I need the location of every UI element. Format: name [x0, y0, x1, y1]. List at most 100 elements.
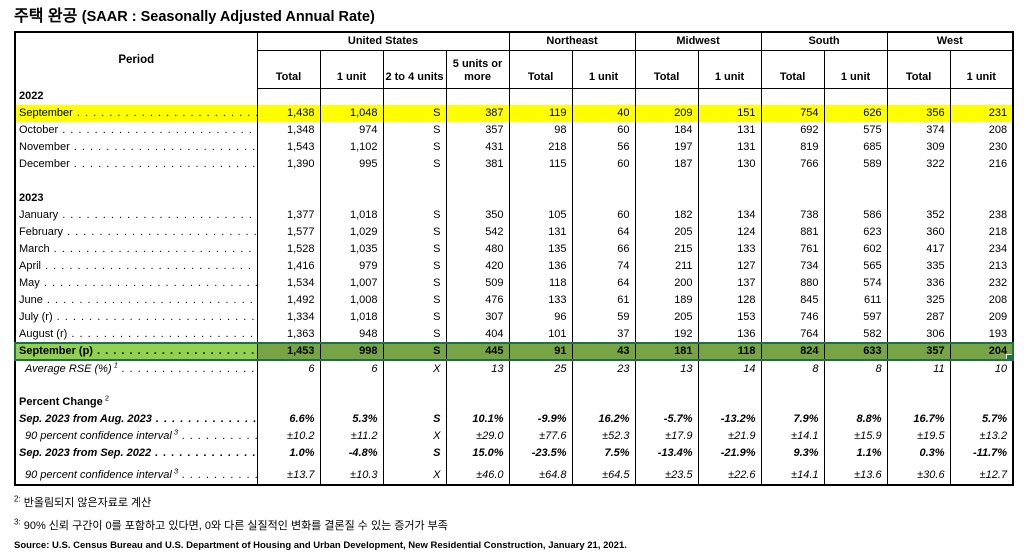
value-cell: 74: [571, 258, 636, 275]
value-cell: 60: [571, 122, 636, 139]
value-cell: 215: [634, 241, 699, 258]
sub-header-1-unit: 1 unit: [319, 50, 384, 89]
value-cell: 6: [256, 360, 320, 377]
value-cell: [949, 88, 1014, 105]
period-cell: August (r) . . . . . . . . . . . . . . .…: [15, 326, 258, 343]
value-cell[interactable]: 633: [823, 342, 888, 361]
value-cell: S: [382, 292, 446, 309]
value-cell: 1,492: [256, 292, 320, 309]
value-cell: 1,334: [256, 309, 320, 326]
value-cell[interactable]: 43: [571, 342, 636, 361]
table-row-january: January . . . . . . . . . . . . . . . . …: [15, 207, 1014, 224]
value-cell: [760, 190, 825, 207]
title-korean: 주택 완공: [14, 8, 78, 25]
value-cell: 136: [697, 326, 762, 343]
value-cell: -13.4%: [634, 445, 699, 462]
value-cell: 611: [823, 292, 888, 309]
value-cell: X: [382, 428, 446, 445]
value-cell: 1,007: [319, 275, 383, 292]
value-cell: [382, 173, 446, 190]
value-cell: [949, 173, 1014, 190]
value-cell: 374: [886, 122, 951, 139]
value-cell[interactable]: 204: [949, 342, 1015, 361]
value-cell: 1.1%: [823, 445, 888, 462]
value-cell: X: [382, 360, 446, 377]
value-cell: -5.7%: [634, 411, 699, 428]
value-cell: [382, 190, 446, 207]
value-cell[interactable]: 357: [886, 342, 951, 361]
value-cell[interactable]: 445: [445, 342, 510, 361]
sub-header-2-to-4-units: 2 to 4 units: [382, 50, 447, 89]
value-cell: [760, 377, 825, 394]
value-cell[interactable]: 118: [697, 342, 762, 361]
value-cell: 575: [823, 122, 888, 139]
value-cell: 1,348: [256, 122, 320, 139]
period-label: Sep. 2023 from Aug. 2023: [19, 413, 152, 426]
period-cell: April . . . . . . . . . . . . . . . . . …: [15, 258, 258, 275]
value-cell: [508, 173, 573, 190]
value-cell: [445, 190, 510, 207]
value-cell: 187: [634, 156, 699, 173]
table-header: Period United States Northeast Midwest Sout…: [15, 32, 1014, 89]
value-cell: 16.2%: [571, 411, 636, 428]
footnote-2-marker: 2:: [14, 494, 21, 504]
value-cell: 8: [823, 360, 888, 377]
value-cell[interactable]: 998: [319, 342, 383, 361]
value-cell: 352: [886, 207, 951, 224]
value-cell: 356: [886, 105, 951, 122]
period-cell: Average RSE (%) 1 . . . . . . . . . . . …: [15, 360, 258, 377]
value-cell: 189: [634, 292, 699, 309]
value-cell[interactable]: 91: [508, 342, 573, 361]
value-cell: 66: [571, 241, 636, 258]
value-cell[interactable]: 181: [634, 342, 699, 361]
sub-header-1-unit: 1 unit: [949, 50, 1014, 89]
value-cell: 322: [886, 156, 951, 173]
dot-leader: . . . . . . . . . . . . . . . . . . . . …: [67, 226, 256, 239]
value-cell: S: [382, 411, 446, 428]
group-header-united-states: United States: [256, 32, 510, 51]
value-cell: 325: [886, 292, 951, 309]
value-cell: [319, 88, 383, 105]
value-cell: 1,102: [319, 139, 383, 156]
period-cell[interactable]: September (p) . . . . . . . . . . . . . …: [14, 342, 258, 361]
value-cell: 205: [634, 309, 699, 326]
value-cell: 60: [571, 156, 636, 173]
value-cell: [760, 394, 825, 411]
value-cell: 1,018: [319, 309, 383, 326]
value-cell: 118: [508, 275, 573, 292]
value-cell: 738: [760, 207, 825, 224]
value-cell: 431: [445, 139, 510, 156]
period-label: May: [19, 277, 40, 290]
group-header-west: West: [886, 32, 1014, 51]
dot-leader: . . . . . . . . . . . . . . . . . . . . …: [182, 468, 256, 481]
value-cell: [886, 394, 951, 411]
table-body: 2022 September . . . . . . . . . . . . . …: [14, 88, 1015, 485]
value-cell: 1,416: [256, 258, 320, 275]
value-cell[interactable]: 824: [760, 342, 825, 361]
value-cell: [949, 190, 1014, 207]
value-cell: [571, 377, 636, 394]
value-cell: [319, 190, 383, 207]
value-cell: 205: [634, 224, 699, 241]
value-cell: 230: [949, 139, 1014, 156]
value-cell: 153: [697, 309, 762, 326]
selection-fill-handle[interactable]: [1006, 354, 1012, 358]
table-row-90-percent-confidence-interval: 90 percent confidence interval 3 . . . .…: [15, 462, 1014, 485]
value-cell: S: [382, 139, 446, 156]
value-cell: 307: [445, 309, 510, 326]
value-cell: 59: [571, 309, 636, 326]
value-cell: [886, 377, 951, 394]
value-cell: 309: [886, 139, 951, 156]
value-cell: 1,048: [319, 105, 383, 122]
value-cell: [886, 173, 951, 190]
value-cell: -21.9%: [697, 445, 762, 462]
value-cell: -9.9%: [508, 411, 573, 428]
value-cell: 1,008: [319, 292, 383, 309]
period-label: April: [19, 260, 42, 273]
table-row-sep-2023-from-sep-2022: Sep. 2023 from Sep. 2022 . . . . . . . .…: [15, 445, 1014, 462]
value-cell[interactable]: S: [382, 342, 446, 361]
dot-leader: . . . . . . . . . . . . . . . . . . . . …: [76, 107, 256, 120]
sub-header-1-unit: 1 unit: [571, 50, 636, 89]
value-cell: ±46.0: [445, 462, 510, 485]
value-cell[interactable]: 1,453: [256, 342, 320, 361]
